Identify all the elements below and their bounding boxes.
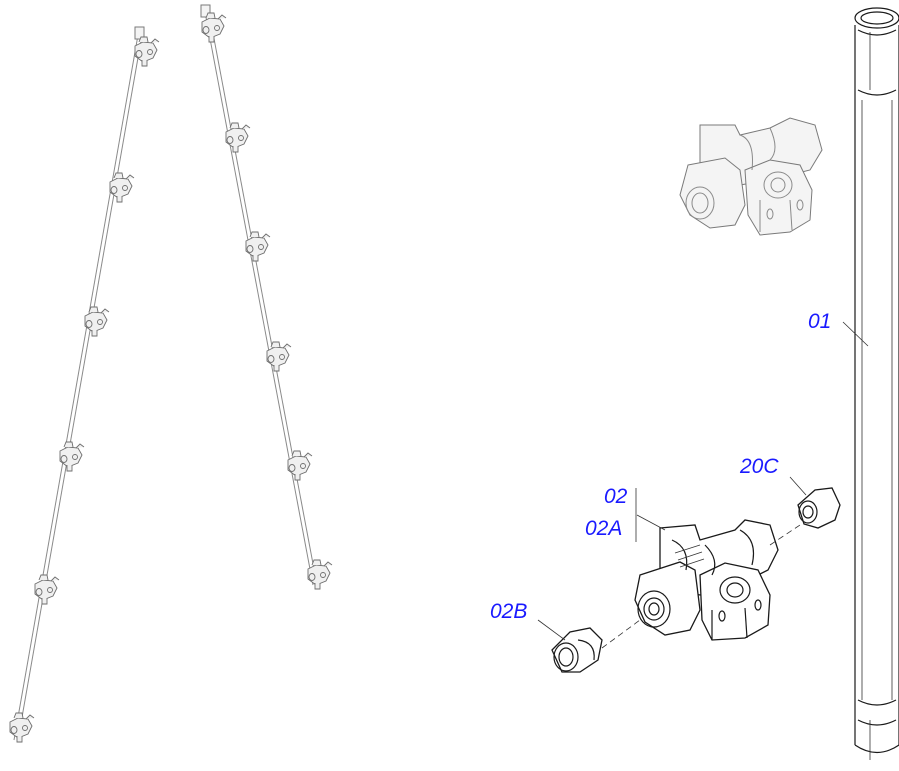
boom-nozzle-cluster <box>59 441 85 472</box>
boom-nozzle-cluster <box>34 574 60 605</box>
callout-20C: 20C <box>740 455 779 478</box>
callout-02B: 02B <box>490 600 528 623</box>
boom-nozzle-cluster <box>109 172 135 203</box>
leader-02A <box>636 514 666 531</box>
boom-nozzle-cluster <box>225 122 251 153</box>
pipe-icon <box>854 7 899 760</box>
leader-01 <box>842 321 869 347</box>
boom-nozzle-cluster <box>84 306 110 337</box>
spray-boom-left <box>13 26 145 741</box>
callout-01: 01 <box>808 310 832 333</box>
leader-20C <box>789 476 807 496</box>
boom-nozzle-cluster <box>9 712 35 743</box>
spray-boom-right <box>200 4 318 586</box>
boom-nozzle-cluster <box>201 12 227 43</box>
callout-02: 02 <box>604 485 628 508</box>
nozzle-body-ghost-icon <box>679 117 823 236</box>
assembly-line-02B <box>601 619 641 649</box>
end-plug-icon <box>797 487 841 529</box>
boom-nozzle-cluster <box>245 231 271 262</box>
boom-nozzle-cluster <box>266 341 292 372</box>
boom-nozzle-cluster <box>287 450 313 481</box>
boom-nozzle-clusters <box>9 12 333 743</box>
callout-02A: 02A <box>585 517 623 540</box>
boom-nozzle-cluster <box>307 559 333 590</box>
nozzle-body-icon <box>634 519 779 641</box>
assembly-line-20C <box>769 524 801 546</box>
leader-02B <box>537 619 566 641</box>
boom-nozzle-cluster <box>134 36 160 67</box>
nozzle-cap-icon <box>551 627 603 673</box>
